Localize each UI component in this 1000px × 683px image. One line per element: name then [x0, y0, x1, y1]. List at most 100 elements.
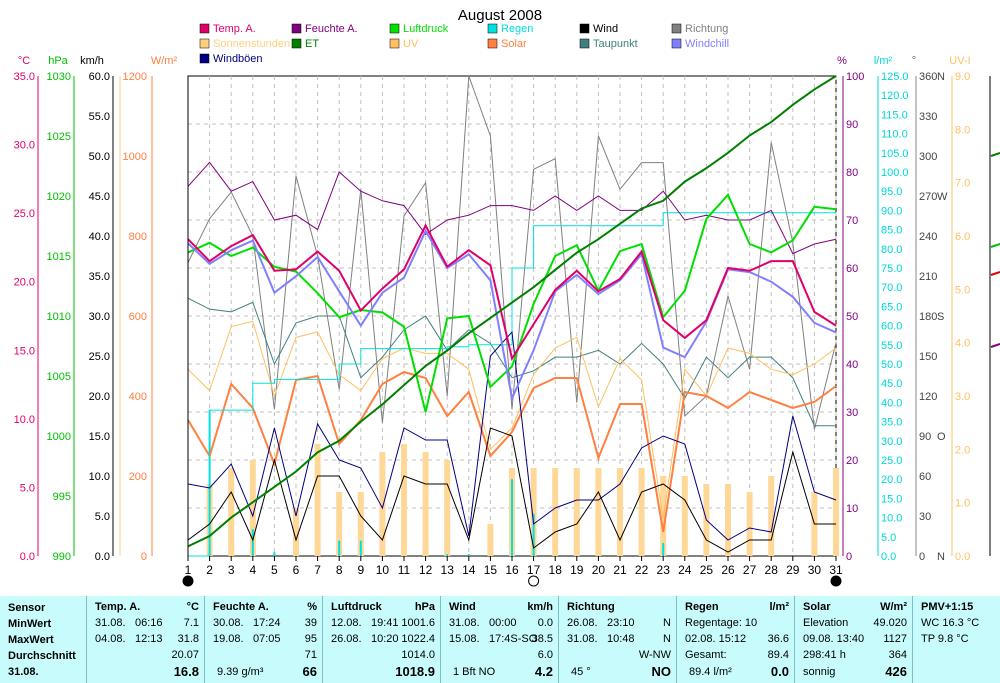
- x-tick-label: 8: [336, 563, 343, 577]
- temp-column: Temp. A. °C 31.08. 06:16 7.1 04.08. 12:1…: [86, 596, 205, 683]
- temp-avg-value: 20.07: [171, 649, 199, 661]
- sunshine-bar: [314, 444, 321, 556]
- rain-max-datetime: 02.08. 15:12: [685, 633, 747, 645]
- axis-tick-label-wind: 45.0: [89, 191, 110, 203]
- axis-tick-compass-dir: S: [937, 311, 944, 323]
- direction-max-date: 31.08.: [567, 633, 598, 645]
- sensor-header: Sensor: [8, 602, 46, 614]
- axis-tick-label-temp: 10.0: [14, 414, 35, 426]
- sunshine-bar: [357, 492, 364, 556]
- legend-swatch: [389, 23, 400, 34]
- axis-tick-label-humidity: 10: [846, 503, 858, 515]
- axis-tick-label-press: 1015: [47, 251, 71, 263]
- axis-title-dir: °: [912, 55, 916, 67]
- axis-tick-label-rain: 125.0: [881, 71, 909, 83]
- rain-bar: [251, 529, 254, 556]
- rain-bar: [338, 540, 341, 556]
- axis-title-temp: °C: [18, 55, 30, 67]
- direction-column: Richtung 26.08. 23:10 N 31.08. 10:48 N W…: [558, 596, 677, 683]
- series-line-taupunkt: [187, 297, 836, 427]
- pressure-min-date: 12.08.: [331, 617, 362, 629]
- axis-tick-label-uv: 1.0: [955, 498, 970, 510]
- humidity-max-date: 19.08.: [213, 633, 244, 645]
- x-tick-label: 2: [206, 563, 213, 577]
- rain-bar: [273, 552, 276, 556]
- axis-tick-label-uv: 6.0: [955, 231, 970, 243]
- rain-bar: [446, 554, 449, 556]
- x-tick-label: 20: [592, 563, 606, 577]
- rain-bar: [662, 542, 665, 556]
- solar-unit: W/m²: [880, 601, 907, 613]
- axis-tick-label-solar: 800: [129, 231, 147, 243]
- sunshine-bar: [833, 468, 839, 556]
- pressure-avg-value: 1014.0: [401, 649, 435, 661]
- axis-tick-label-dir: 150: [919, 351, 937, 363]
- series-line-richtung: [187, 75, 837, 430]
- x-tick-label: 13: [441, 563, 455, 577]
- direction-degrees: 45 °: [571, 666, 591, 678]
- x-tick-label: 12: [419, 563, 433, 577]
- legend-swatch: [199, 53, 210, 64]
- legend-swatch: [389, 38, 400, 49]
- axis-tick-label-wind: 10.0: [89, 471, 110, 483]
- humidity-column: Feuchte A. % 30.08. 17:24 39 19.08. 07:0…: [204, 596, 323, 683]
- series-line-feuchte-a: [187, 161, 837, 255]
- axis-tick-label-wind: 55.0: [89, 111, 110, 123]
- current-value-marker: [990, 271, 1000, 276]
- temp-max-value: 31.8: [177, 633, 199, 645]
- wind-max-date: 15.08.: [449, 633, 480, 645]
- legend-label: Feuchte A.: [305, 23, 358, 35]
- axis-tick-label-temp: 15.0: [14, 345, 35, 357]
- axis-tick-label-press: 1030: [47, 71, 71, 83]
- series-line-solar: [187, 370, 837, 533]
- axis-tick-label-dir: 90: [919, 431, 931, 443]
- x-tick-label: 9: [357, 563, 364, 577]
- current-value-marker: [990, 343, 1000, 348]
- rain-bar: [511, 479, 513, 556]
- axis-tick-label-rain: 115.0: [881, 109, 908, 121]
- absolute-humidity: 9.39 g/m³: [217, 666, 264, 678]
- pressure-max-time: 10:20: [371, 633, 399, 645]
- axis-tick-label-press: 1025: [47, 131, 71, 143]
- solar-max-datetime: 09.08. 13:40: [803, 633, 865, 645]
- legend-swatch: [199, 38, 210, 49]
- legend-label: ET: [305, 38, 319, 50]
- sunshine-bar: [249, 460, 256, 556]
- sunshine-bar: [228, 468, 235, 556]
- axis-tick-label-wind: 20.0: [89, 391, 110, 403]
- sunshine-bar: [573, 468, 580, 556]
- temp-header: Temp. A.: [95, 601, 141, 613]
- wind-unit: km/h: [527, 601, 553, 613]
- series-line-luftdruck: [187, 192, 837, 413]
- axis-tick-label-uv: 3.0: [955, 391, 970, 403]
- x-tick-label: 30: [808, 563, 822, 577]
- axis-tick-label-rain: 30.0: [881, 436, 902, 448]
- x-tick-label: 16: [505, 563, 519, 577]
- axis-tick-label-uv: 2.0: [955, 444, 970, 456]
- legend-label: Regen: [501, 23, 533, 35]
- axis-tick-label-rain: 60.0: [881, 321, 902, 333]
- pressure-min-value: 1001.6: [401, 617, 435, 629]
- axis-tick-label-rain: 120.0: [881, 90, 909, 102]
- weather-chart: August 2008 Temp. A. Feuchte A. Luftdruck Re…: [14, 7, 1000, 587]
- direction-min-date: 26.08.: [567, 617, 598, 629]
- rain-current-value: 0.0: [770, 664, 789, 679]
- axis-tick-label-temp: 25.0: [14, 208, 35, 220]
- axis-tick-label-rain: 55.0: [881, 340, 902, 352]
- new-moon-icon: [830, 575, 842, 587]
- axis-tick-label-wind: 40.0: [89, 231, 110, 243]
- wind-current-value: 4.2: [534, 664, 553, 679]
- rain-sum: 89.4 l/m²: [689, 666, 732, 678]
- axis-tick-label-wind: 50.0: [89, 151, 110, 163]
- solar-current-value: 426: [885, 664, 907, 679]
- wind-min-value: 0.0: [537, 617, 553, 629]
- axis-tick-label-solar: 0: [141, 551, 147, 563]
- wind-header: Wind: [449, 601, 476, 613]
- pressure-min-time: 19:41: [371, 617, 399, 629]
- axis-tick-label-rain: 65.0: [881, 301, 902, 313]
- axis-tick-label-rain: 90.0: [881, 205, 902, 217]
- direction-header: Richtung: [567, 601, 615, 613]
- wind-min-time: 00:00: [489, 617, 517, 629]
- sensor-column: Sensor MinWert MaxWert Durchschnitt 31.0…: [0, 596, 86, 683]
- legend-swatch: [291, 38, 302, 49]
